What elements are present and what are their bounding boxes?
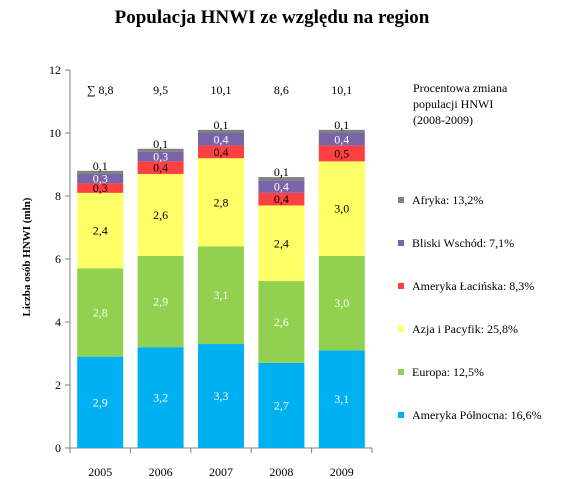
data-label-afryka-2008: 0,1 — [274, 165, 289, 179]
x-tick-label-2007: 2007 — [209, 465, 233, 479]
bar-europa-2008 — [258, 281, 305, 363]
y-tick-label: 6 — [55, 252, 61, 266]
data-label-ameryka-lacinska-2005: 0,3 — [93, 181, 108, 195]
legend-swatch-ameryka-polnocna — [398, 412, 404, 418]
bar-ameryka-lacinska-2007 — [198, 145, 244, 159]
y-axis-label: Liczba osób HNWI (mln) — [21, 197, 33, 316]
data-label-europa-2005: 2,8 — [93, 306, 108, 320]
bar-afryka-2008 — [258, 177, 305, 181]
legend: Procentowa zmiana populacji HNWI (2008-2… — [398, 81, 542, 422]
bar-ameryka-polnocna-2005 — [77, 356, 124, 448]
data-label-bliski-wschod-2009: 0,4 — [334, 132, 349, 146]
legend-label-bliski-wschod: Bliski Wschód: 7,1% — [412, 236, 514, 250]
bar-ameryka-lacinska-2008 — [258, 192, 305, 206]
bar-europa-2005 — [77, 268, 124, 357]
total-label-2007: 10,1 — [211, 83, 232, 97]
legend-label-ameryka-lacinska: Ameryka Łacińska: 8,3% — [412, 279, 534, 293]
bar-afryka-2009 — [318, 129, 365, 133]
legend-swatch-afryka — [398, 197, 404, 203]
data-label-afryka-2006: 0,1 — [153, 137, 168, 151]
data-label-azja-i-pacyfik-2006: 2,6 — [153, 208, 168, 222]
total-label-2006: 9,5 — [153, 83, 168, 97]
bar-azja-i-pacyfik-2006 — [137, 173, 184, 256]
data-label-ameryka-lacinska-2006: 0,4 — [153, 161, 168, 175]
data-label-azja-i-pacyfik-2005: 2,4 — [93, 224, 108, 238]
bar-afryka-2006 — [137, 148, 184, 152]
bar-bliski-wschod-2005 — [77, 173, 124, 184]
data-label-bliski-wschod-2008: 0,4 — [274, 180, 289, 194]
bar-ameryka-lacinska-2006 — [137, 161, 184, 174]
data-label-afryka-2005: 0,1 — [93, 159, 108, 173]
bar-europa-2006 — [137, 255, 184, 348]
data-label-afryka-2009: 0,1 — [334, 118, 349, 132]
data-label-europa-2006: 2,9 — [153, 295, 168, 309]
x-tick-label-2009: 2009 — [330, 465, 354, 479]
bar-bliski-wschod-2007 — [198, 133, 244, 146]
bar-ameryka-polnocna-2007 — [198, 344, 244, 448]
y-tick-label: 4 — [55, 315, 61, 329]
bar-azja-i-pacyfik-2007 — [198, 158, 244, 247]
bar-afryka-2005 — [77, 170, 124, 174]
total-label-2009: 10,1 — [331, 83, 352, 97]
data-label-bliski-wschod-2007: 0,4 — [214, 132, 229, 146]
total-label-2005: ∑ 8,8 — [87, 83, 114, 97]
legend-title-line-3: (2008-2009) — [413, 113, 473, 127]
x-tick-label-2005: 2005 — [88, 465, 112, 479]
y-tick-label: 10 — [49, 126, 61, 140]
data-label-azja-i-pacyfik-2007: 2,8 — [214, 195, 229, 209]
legend-title-line-2: populacji HNWI — [413, 97, 493, 111]
legend-swatch-europa — [398, 369, 404, 375]
data-label-bliski-wschod-2005: 0,3 — [93, 172, 108, 186]
legend-label-ameryka-polnocna: Ameryka Północna: 16,6% — [412, 408, 542, 422]
data-label-europa-2007: 3,1 — [214, 288, 229, 302]
bar-europa-2007 — [198, 246, 244, 345]
legend-label-afryka: Afryka: 13,2% — [412, 193, 483, 207]
bar-afryka-2007 — [198, 129, 244, 133]
data-label-ameryka-polnocna-2007: 3,3 — [214, 389, 229, 403]
y-tick-label: 12 — [49, 63, 61, 77]
bar-ameryka-polnocna-2009 — [318, 350, 365, 448]
data-label-ameryka-lacinska-2009: 0,5 — [334, 146, 349, 160]
legend-swatch-bliski-wschod — [398, 240, 404, 246]
bar-ameryka-lacinska-2005 — [77, 183, 124, 193]
chart-title: Populacja HNWI ze względu na region — [115, 7, 430, 28]
data-label-ameryka-lacinska-2007: 0,4 — [214, 145, 229, 159]
legend-title-line-1: Procentowa zmiana — [413, 81, 508, 95]
legend-label-azja-i-pacyfik: Azja i Pacyfik: 25,8% — [412, 322, 518, 336]
legend-label-europa: Europa: 12,5% — [412, 365, 484, 379]
data-label-azja-i-pacyfik-2009: 3,0 — [334, 202, 349, 216]
data-label-azja-i-pacyfik-2008: 2,4 — [274, 236, 289, 250]
bar-bliski-wschod-2006 — [137, 151, 184, 162]
y-tick-label: 2 — [55, 378, 61, 392]
bar-ameryka-lacinska-2009 — [318, 145, 365, 162]
data-label-ameryka-polnocna-2008: 2,7 — [274, 398, 289, 412]
legend-swatch-ameryka-lacinska — [398, 283, 404, 289]
x-tick-label-2008: 2008 — [269, 465, 293, 479]
data-label-bliski-wschod-2006: 0,3 — [153, 150, 168, 164]
bar-bliski-wschod-2008 — [258, 180, 305, 193]
y-tick-label: 8 — [55, 189, 61, 203]
bar-europa-2009 — [318, 255, 365, 351]
x-tick-label-2006: 2006 — [149, 465, 173, 479]
data-label-afryka-2007: 0,1 — [214, 118, 229, 132]
y-tick-label: 0 — [55, 441, 61, 455]
data-label-ameryka-polnocna-2006: 3,2 — [153, 391, 168, 405]
bar-azja-i-pacyfik-2005 — [77, 192, 124, 269]
data-label-ameryka-polnocna-2005: 2,9 — [93, 395, 108, 409]
data-label-ameryka-polnocna-2009: 3,1 — [334, 392, 349, 406]
data-label-europa-2008: 2,6 — [274, 315, 289, 329]
data-label-europa-2009: 3,0 — [334, 296, 349, 310]
legend-swatch-azja-i-pacyfik — [398, 326, 404, 332]
bar-azja-i-pacyfik-2008 — [258, 205, 305, 282]
bar-ameryka-polnocna-2008 — [258, 362, 305, 448]
data-label-ameryka-lacinska-2008: 0,4 — [274, 192, 289, 206]
bar-ameryka-polnocna-2006 — [137, 347, 184, 448]
total-label-2008: 8,6 — [274, 83, 289, 97]
bar-azja-i-pacyfik-2009 — [318, 161, 365, 256]
bar-bliski-wschod-2009 — [318, 133, 365, 146]
